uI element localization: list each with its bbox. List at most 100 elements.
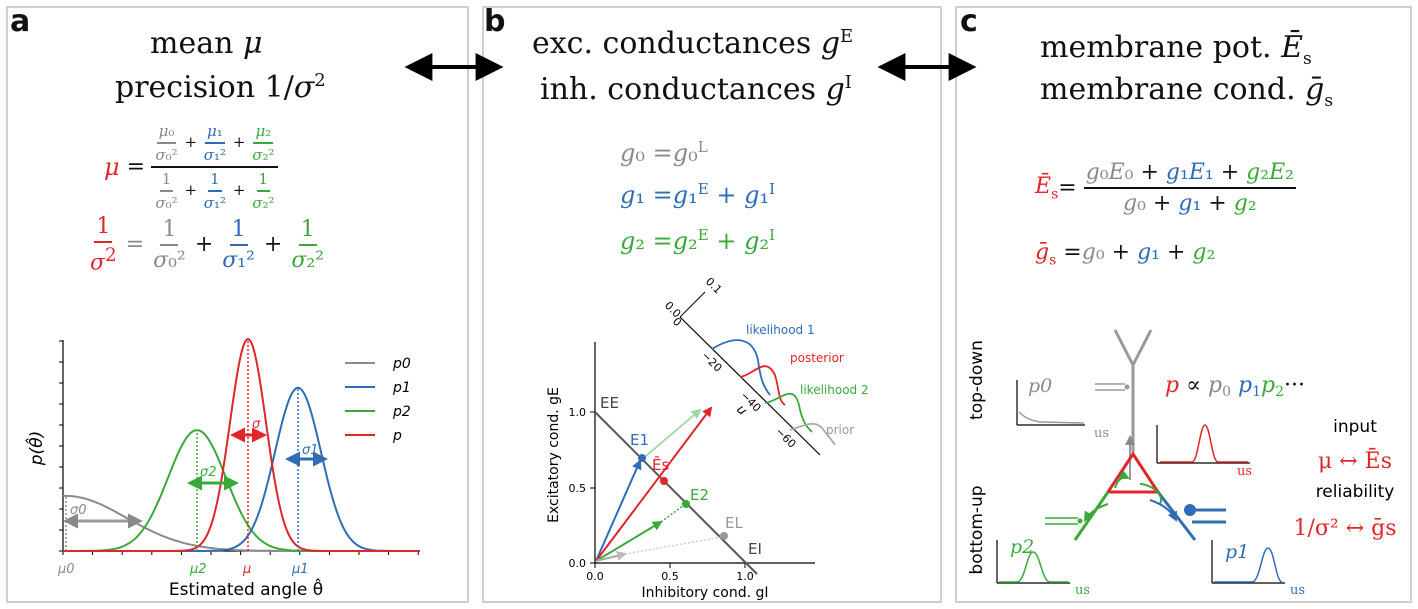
basal-dendrite-blue xyxy=(1156,491,1197,541)
b-ytick-2: 1.0 xyxy=(569,406,587,419)
label-EL: EL xyxy=(725,514,743,532)
xtick-mu2: μ2 xyxy=(189,562,207,577)
label-top-down: top-down xyxy=(967,340,987,420)
b-ytick-1: 0.5 xyxy=(569,482,587,495)
basal-dendrite-green xyxy=(1073,491,1110,541)
rot-axis-u: u xyxy=(733,402,749,418)
reliability-map: 1/σ² ↔ ḡs xyxy=(1293,516,1396,541)
panel-b-label: b xyxy=(484,4,506,39)
vector-E2 xyxy=(595,520,663,562)
panel-a-heading-mean: mean μ xyxy=(150,26,263,61)
label-prior: prior xyxy=(826,423,854,437)
inset-p2: p2 us xyxy=(996,536,1090,598)
reversal-line xyxy=(594,411,758,575)
gs-equation: ḡs =g₀ + g₁ + g₂ xyxy=(1035,240,1216,269)
curve-p2 xyxy=(63,429,419,552)
point-E1 xyxy=(638,454,646,462)
product-relation: p ∝ p0 p1p2··· xyxy=(1165,373,1305,400)
inset-p0: p0 us xyxy=(1016,375,1109,441)
b-xtick-2: 1.0 xyxy=(736,570,754,583)
label-posterior: posterior xyxy=(790,351,844,365)
a-xlabel: Estimated angle θ̂ xyxy=(169,577,323,600)
neuron-diagram: p0 us us p2 us p1 us top-down bottom- xyxy=(967,329,1397,598)
precision-equation: 1 σ2 = 1 σ₀² + 1 σ₁² + 1 σ₂² xyxy=(90,214,325,276)
curve-likelihood1 xyxy=(711,339,771,396)
panel-c-label: c xyxy=(960,4,978,39)
rot-tick-m20: −20 xyxy=(699,349,725,375)
label-EI: EI xyxy=(748,540,762,558)
curve-p1 xyxy=(63,386,419,552)
sigma2-label: σ2 xyxy=(200,465,217,480)
inhibitory-synapse xyxy=(1184,504,1196,516)
inset-p2-label: p2 xyxy=(1010,536,1034,558)
b-ytick-0: 0.0 xyxy=(569,557,587,570)
legend-p2: p2 xyxy=(392,404,411,420)
inset-p2-unit: us xyxy=(1075,583,1090,598)
inset-p0-unit: us xyxy=(1094,426,1109,441)
input-map: μ ↔ Ēs xyxy=(1318,448,1392,474)
legend-p1: p1 xyxy=(392,380,411,396)
label-E2: E2 xyxy=(690,486,709,504)
sigma-label: σ xyxy=(252,417,261,432)
legend: p0 p1 p2 p xyxy=(345,356,411,444)
vector-Es xyxy=(595,406,713,562)
mu-equation: μ = μ₀ σ₀² + μ₁ σ₁² + μ₂ σ₂² 1 σ₀² + 1 σ₁² + … xyxy=(104,122,279,212)
gaussian-chart: σ0 σ2 σ σ1 μ0 μ2 μ μ1 Estimated angle θ̂… xyxy=(24,338,420,600)
panel-b xyxy=(482,6,942,603)
label-likelihood2: likelihood 2 xyxy=(800,383,869,397)
rotated-u-axis: 0.1 0.0 0 −20 −40 −60 u likelihood 1 pos… xyxy=(662,275,869,456)
xtick-mu: μ xyxy=(242,562,251,577)
vector-E1-light xyxy=(639,408,702,462)
label-input: input xyxy=(1333,417,1377,437)
label-reliability: reliability xyxy=(1316,482,1395,502)
xtick-mu1: μ1 xyxy=(291,562,309,577)
point-EL xyxy=(720,532,728,540)
label-bottom-up: bottom-up xyxy=(967,485,987,574)
label-likelihood1: likelihood 1 xyxy=(746,323,815,337)
curve-p xyxy=(63,338,419,552)
panel-a-heading-precision: precision 1/σ2 xyxy=(115,70,326,105)
point-E2 xyxy=(682,500,690,508)
inset-p1: p1 us xyxy=(1211,540,1305,598)
inset-p1-label: p1 xyxy=(1225,541,1249,563)
panel-c-heading-pot: membrane pot. Ēs xyxy=(1040,30,1312,69)
sigma0-label: σ0 xyxy=(70,503,87,518)
inset-posterior-unit: us xyxy=(1237,464,1252,479)
b-xlabel: Inhibitory cond. gI xyxy=(641,585,768,601)
sigma1-label: σ1 xyxy=(302,443,319,458)
a-ylabel: p(θ̂) xyxy=(24,431,47,466)
inset-p1-unit: us xyxy=(1290,583,1305,598)
legend-p0: p0 xyxy=(392,356,411,372)
panel-c-heading-cond: membrane cond. ḡs xyxy=(1040,72,1334,111)
curve-likelihood2 xyxy=(764,392,813,433)
curve-prior xyxy=(789,422,836,446)
apical-dendrite xyxy=(1113,329,1153,452)
rot-tick-0.1: 0.1 xyxy=(703,275,725,297)
eq-g2: g₂ =g₂E + g₂I xyxy=(620,226,775,255)
b-xtick-1: 0.5 xyxy=(661,570,679,583)
inset-posterior: us xyxy=(1156,424,1252,479)
panel-b-heading-exc: exc. conductances gE xyxy=(532,26,854,61)
vector-EL-dotted xyxy=(624,536,723,555)
curve-posterior xyxy=(739,365,786,406)
vector-E2-dotted xyxy=(660,504,685,523)
inset-p0-label: p0 xyxy=(1028,375,1052,397)
label-EE: EE xyxy=(600,394,619,412)
panel-b-heading-inh: inh. conductances gI xyxy=(540,72,852,107)
eq-g0: g₀ =g₀L xyxy=(620,138,708,167)
b-ylabel: Excitatory cond. gE xyxy=(546,387,562,523)
eq-g1: g₁ =g₁E + g₁I xyxy=(620,180,775,209)
vector-EL xyxy=(595,551,627,562)
panel-c xyxy=(955,6,1412,603)
xtick-mu0: μ0 xyxy=(57,562,75,577)
conductance-chart: 0.0 0.5 1.0 0.0 0.5 1.0 Inhibitory cond.… xyxy=(546,275,869,601)
legend-p: p xyxy=(392,428,402,444)
b-xtick-0: 0.0 xyxy=(586,570,604,583)
label-E1: E1 xyxy=(630,431,649,449)
panel-a xyxy=(6,6,469,603)
Es-equation: Ēs= g₀E₀ + g₁E₁ + g₂E₂ g₀ + g₁ + g₂ xyxy=(1035,160,1296,216)
point-Es xyxy=(660,477,668,485)
vector-E1 xyxy=(595,459,642,562)
label-Es: Ēs xyxy=(652,456,669,474)
